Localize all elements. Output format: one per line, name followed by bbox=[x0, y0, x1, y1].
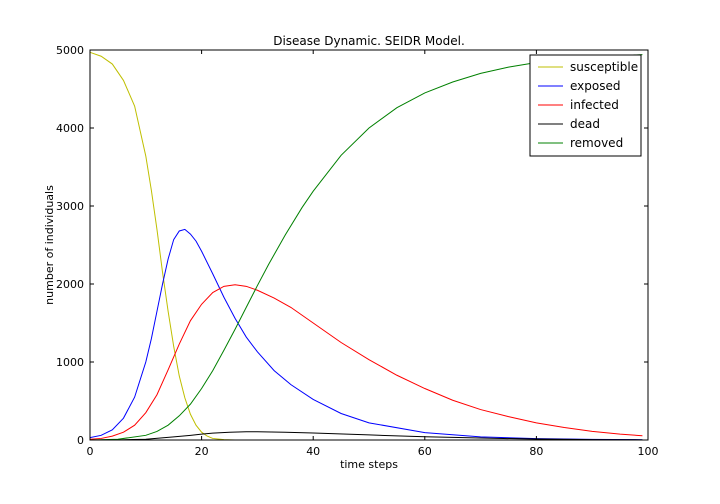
x-axis-label: time steps bbox=[340, 458, 398, 471]
series-line-infected bbox=[89, 284, 643, 440]
x-tick-label: 80 bbox=[529, 445, 543, 458]
legend-label-dead: dead bbox=[570, 117, 600, 131]
legend: susceptible exposed infected dead removed bbox=[529, 54, 642, 157]
series-line-exposed bbox=[89, 228, 643, 441]
series-line-removed bbox=[89, 54, 643, 441]
y-tick-label: 3000 bbox=[56, 200, 84, 213]
y-tick-label: 5000 bbox=[56, 44, 84, 57]
legend-label-infected: infected bbox=[570, 98, 619, 112]
x-tick-label: 60 bbox=[418, 445, 432, 458]
x-tick-label: 40 bbox=[306, 445, 320, 458]
x-tick-label: 100 bbox=[638, 445, 659, 458]
y-tick-label: 4000 bbox=[56, 122, 84, 135]
plot-frame bbox=[89, 49, 649, 441]
legend-label-removed: removed bbox=[570, 136, 623, 150]
chart-title: Disease Dynamic. SEIDR Model. bbox=[273, 34, 465, 48]
y-axis-label: number of individuals bbox=[43, 185, 56, 305]
legend-label-exposed: exposed bbox=[570, 79, 620, 93]
y-tick-label: 2000 bbox=[56, 278, 84, 291]
legend-label-susceptible: susceptible bbox=[570, 60, 638, 74]
y-tick-label: 1000 bbox=[56, 356, 84, 369]
x-tick-label: 20 bbox=[195, 445, 209, 458]
x-tick-label: 0 bbox=[87, 445, 94, 458]
y-tick-label: 0 bbox=[77, 434, 84, 447]
series-line-dead bbox=[89, 431, 643, 441]
